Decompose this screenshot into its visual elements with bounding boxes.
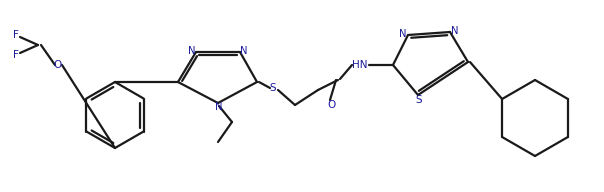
Text: N: N	[399, 29, 406, 39]
Text: HN: HN	[352, 60, 368, 70]
Text: N: N	[451, 26, 459, 36]
Text: N: N	[240, 46, 248, 56]
Text: F: F	[13, 50, 19, 60]
Text: O: O	[327, 100, 335, 110]
Text: S: S	[270, 83, 276, 93]
Text: N: N	[188, 46, 196, 56]
Text: S: S	[416, 95, 422, 105]
Text: O: O	[54, 60, 62, 70]
Text: F: F	[13, 30, 19, 40]
Text: N: N	[215, 102, 223, 112]
